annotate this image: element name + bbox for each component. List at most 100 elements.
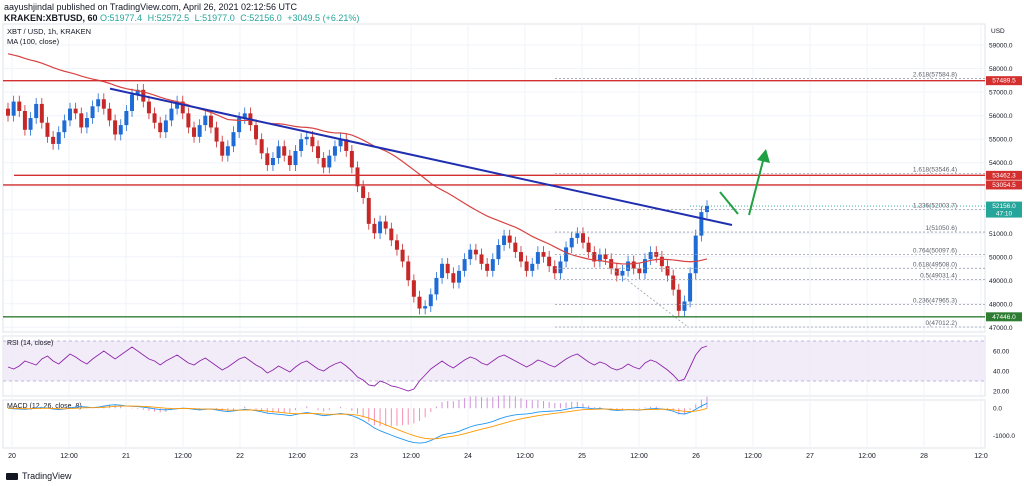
x-tick-label: 12:00	[858, 453, 876, 460]
x-tick-label: 23	[350, 453, 358, 460]
rsi-tick-label: 20.00	[993, 389, 1010, 396]
candle	[637, 268, 642, 274]
candle	[569, 237, 574, 248]
candle	[62, 120, 67, 133]
candle	[614, 268, 619, 276]
candle	[524, 261, 529, 271]
arrow-segment	[748, 156, 765, 216]
y-tick-label: 48000.0	[989, 301, 1013, 308]
candle	[456, 270, 461, 283]
candle	[146, 101, 151, 114]
candle	[389, 228, 394, 241]
candle	[445, 263, 450, 274]
footer-brand[interactable]: TradingView	[22, 471, 72, 481]
candle	[130, 94, 135, 111]
macd-label: MACD (12, 26, close, 8)	[7, 403, 82, 410]
x-tick-label: 12:00	[744, 453, 762, 460]
candle	[310, 136, 315, 147]
rsi-tick-label: 40.00	[993, 369, 1010, 376]
candle	[355, 167, 360, 187]
rsi-line	[7, 345, 708, 392]
candle	[428, 294, 433, 307]
candle	[237, 118, 242, 133]
candle	[79, 113, 84, 128]
fib-label: 2.618(57584.8)	[913, 71, 957, 78]
candle	[186, 113, 191, 128]
candle	[175, 101, 180, 109]
candle	[84, 118, 89, 128]
fib-label: 1.236(52003.7)	[913, 203, 957, 210]
arrow-segment	[719, 191, 739, 215]
price-label: 57489.5	[992, 78, 1016, 85]
macd-tick-label: 0.0	[993, 406, 1002, 413]
price-label-box	[986, 76, 1022, 86]
candle	[597, 254, 602, 262]
candle	[530, 263, 535, 271]
price-countdown: 47:10	[996, 211, 1013, 218]
candle	[440, 263, 445, 278]
candle	[124, 110, 129, 126]
candle	[6, 108, 10, 116]
candle	[682, 301, 687, 311]
fib-label: 0.5(49031.4)	[920, 273, 957, 280]
currency-label: USD	[991, 28, 1005, 35]
candle	[580, 233, 585, 243]
candle	[11, 101, 16, 116]
candle	[479, 254, 484, 264]
candle	[665, 266, 670, 276]
high-value: H:52572.5	[147, 13, 190, 23]
candle	[564, 247, 569, 262]
x-tick-label: 24	[464, 453, 472, 460]
candle	[22, 110, 27, 130]
close-value: C:52156.0	[240, 13, 282, 23]
rsi-label: RSI (14, close)	[7, 340, 53, 347]
price-label: 52156.0	[992, 203, 1016, 210]
x-tick-label: 12:00	[174, 453, 192, 460]
candle	[17, 101, 22, 111]
price-chart[interactable]: 20 12:00 21 12:00 22 12:00 23 12:00 24 12:00 25 12:…	[0, 22, 1024, 462]
candle	[316, 146, 321, 159]
candle	[349, 150, 354, 168]
candle	[135, 89, 140, 95]
fib-label: 0.618(49508.0)	[913, 261, 957, 268]
candle	[39, 103, 44, 123]
candle	[462, 259, 467, 271]
candle	[214, 127, 219, 142]
candle	[502, 235, 507, 246]
y-tick-label: 59000.0	[989, 43, 1013, 50]
y-tick-label: 50000.0	[989, 254, 1013, 261]
x-tick-label: 21	[122, 453, 130, 460]
y-tick-label: 58000.0	[989, 66, 1013, 73]
candle	[642, 259, 647, 274]
candle	[473, 249, 478, 255]
candle	[270, 158, 275, 166]
fib-label: 0.236(47965.3)	[913, 298, 957, 305]
candle	[231, 132, 236, 147]
rsi-tick-label: 60.00	[993, 349, 1010, 356]
low-value: L:51977.0	[194, 13, 235, 23]
candle	[299, 139, 304, 151]
candle	[558, 261, 563, 274]
candle	[688, 273, 693, 302]
fib-label: 0(47012.2)	[926, 320, 957, 327]
candle	[394, 240, 399, 250]
price-label-box	[986, 180, 1022, 190]
fib-label: 0.764(50097.6)	[913, 247, 957, 254]
candle	[592, 252, 597, 262]
candle	[163, 120, 168, 133]
price-label: 53054.5	[992, 182, 1016, 189]
candle	[485, 263, 490, 271]
candle	[113, 120, 118, 135]
candle	[626, 261, 631, 271]
y-tick-label: 49000.0	[989, 278, 1013, 285]
candle	[276, 146, 281, 159]
candle	[513, 242, 518, 253]
y-tick-label: 47000.0	[989, 325, 1013, 332]
candle	[265, 153, 270, 166]
ma-label: MA (100, close)	[7, 37, 60, 46]
candle	[45, 122, 50, 137]
candle	[118, 125, 123, 135]
x-tick-label: 12:00	[402, 453, 420, 460]
candle	[496, 245, 501, 260]
candle	[321, 158, 326, 168]
